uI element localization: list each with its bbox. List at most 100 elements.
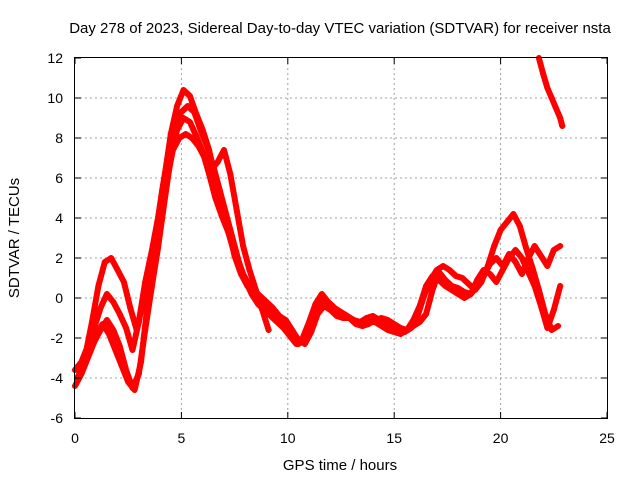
data-point xyxy=(114,267,121,273)
data-point xyxy=(363,315,370,321)
data-point xyxy=(182,131,189,137)
data-point xyxy=(174,103,181,109)
data-point xyxy=(89,319,96,325)
data-point xyxy=(557,115,564,121)
data-point xyxy=(95,283,102,289)
data-point xyxy=(503,219,510,225)
data-point xyxy=(518,255,525,261)
data-point xyxy=(144,303,151,309)
data-point xyxy=(235,259,242,265)
data-point xyxy=(555,323,562,329)
data-point xyxy=(427,277,434,283)
data-point xyxy=(163,179,170,185)
data-point xyxy=(203,143,210,149)
data-point xyxy=(472,287,479,293)
series-line xyxy=(72,115,564,391)
plot-frame xyxy=(74,57,608,419)
data-point xyxy=(331,305,338,311)
data-point xyxy=(538,253,545,259)
data-point xyxy=(80,363,87,369)
series-track-4 xyxy=(74,131,272,393)
data-point xyxy=(180,87,187,93)
data-point xyxy=(120,279,127,285)
data-point xyxy=(452,273,459,279)
data-point xyxy=(414,313,421,319)
data-point xyxy=(274,319,281,325)
x-axis-label: GPS time / hours xyxy=(283,457,397,474)
data-point xyxy=(544,85,551,91)
data-point xyxy=(306,319,313,325)
data-point xyxy=(512,259,519,265)
data-point xyxy=(455,291,462,297)
data-point xyxy=(350,317,357,323)
data-point xyxy=(548,327,555,333)
data-point xyxy=(389,323,396,329)
data-point xyxy=(108,255,115,261)
data-point xyxy=(216,187,223,193)
data-point xyxy=(531,243,538,249)
data-point xyxy=(333,313,340,319)
data-point xyxy=(357,319,364,325)
data-point xyxy=(184,103,191,109)
data-point xyxy=(267,313,274,319)
data-point xyxy=(540,71,547,77)
data-point xyxy=(440,263,447,269)
data-point xyxy=(186,119,193,125)
data-point xyxy=(176,135,183,141)
data-point xyxy=(269,305,276,311)
y-tick-label: 12 xyxy=(47,50,63,66)
x-tick-label: 10 xyxy=(280,430,296,446)
data-point xyxy=(548,95,555,101)
data-point xyxy=(293,341,300,347)
data-point xyxy=(99,321,106,327)
y-tick-label: -2 xyxy=(51,330,64,346)
series-line xyxy=(535,55,566,129)
data-point xyxy=(461,295,468,301)
data-point xyxy=(214,159,221,165)
y-axis-label: SDTVAR / TECUs xyxy=(6,178,23,298)
data-point xyxy=(382,321,389,327)
data-point xyxy=(129,347,136,353)
data-point xyxy=(137,359,144,365)
data-point xyxy=(86,347,93,353)
data-point xyxy=(557,243,564,249)
data-point xyxy=(259,307,266,313)
data-point xyxy=(229,235,236,241)
data-point xyxy=(212,195,219,201)
data-point xyxy=(461,289,468,295)
data-point xyxy=(125,379,132,385)
data-point xyxy=(103,317,110,323)
chart-title: Day 278 of 2023, Sidereal Day-to-day VTE… xyxy=(69,20,611,37)
data-point xyxy=(233,207,240,213)
data-point xyxy=(435,277,442,283)
data-point xyxy=(523,245,530,251)
y-tick-label: 4 xyxy=(55,210,63,226)
data-point xyxy=(497,227,504,233)
data-point xyxy=(312,301,319,307)
data-point xyxy=(116,343,123,349)
data-point xyxy=(116,311,123,317)
series-track-3 xyxy=(76,103,562,377)
x-tick-label: 0 xyxy=(71,430,79,446)
data-point xyxy=(459,275,466,281)
data-point xyxy=(486,271,493,277)
data-point xyxy=(493,279,500,285)
x-tick-label: 15 xyxy=(386,430,402,446)
data-point xyxy=(299,335,306,341)
data-point xyxy=(423,311,430,317)
data-point xyxy=(189,135,196,141)
data-point xyxy=(318,291,325,297)
data-series xyxy=(72,55,566,393)
data-point xyxy=(550,307,557,313)
data-point xyxy=(286,333,293,339)
data-point xyxy=(384,327,391,333)
data-point xyxy=(131,387,138,393)
data-point xyxy=(442,283,449,289)
axis-ticks: 0 5 10 15 20 25 -6 -4 -2 0 2 4 6 8 10 12 xyxy=(47,50,615,446)
data-point xyxy=(395,327,402,333)
data-point xyxy=(195,143,202,149)
data-point xyxy=(103,291,110,297)
data-point xyxy=(242,277,249,283)
data-point xyxy=(491,243,498,249)
data-point xyxy=(478,279,485,285)
